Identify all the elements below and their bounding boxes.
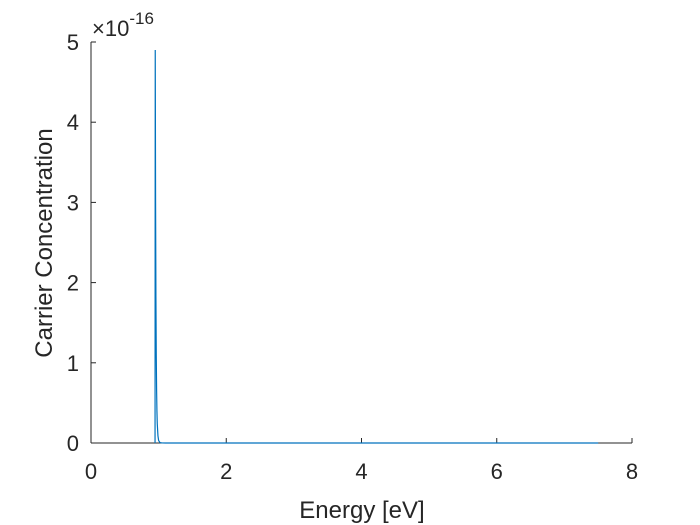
- x-tick-label: 2: [220, 459, 232, 484]
- y-axis-label: Carrier Concentration: [31, 128, 58, 357]
- series-layer: [154, 50, 599, 444]
- x-tick-label: 8: [626, 459, 638, 484]
- y-axis-multiplier-exponent: -16: [129, 9, 154, 28]
- y-axis-multiplier-base: ×10: [92, 16, 129, 41]
- x-axis-ticks: 0 2 4 6 8: [85, 438, 638, 484]
- y-axis-ticks: 0 1 2 3 4 5: [67, 30, 96, 456]
- y-tick-label: 3: [67, 190, 79, 215]
- x-tick-label: 0: [85, 459, 97, 484]
- y-axis-multiplier: ×10-16: [92, 9, 154, 41]
- y-tick-label: 5: [67, 30, 79, 55]
- y-tick-label: 1: [67, 351, 79, 376]
- y-tick-label: 4: [67, 110, 79, 135]
- y-tick-label: 0: [67, 431, 79, 456]
- x-tick-label: 4: [355, 459, 367, 484]
- series-line: [154, 50, 599, 444]
- plot-area: [90, 42, 632, 444]
- y-tick-label: 2: [67, 271, 79, 296]
- x-axis-label: Energy [eV]: [299, 497, 424, 524]
- plot-background: [91, 42, 632, 443]
- x-tick-label: 6: [491, 459, 503, 484]
